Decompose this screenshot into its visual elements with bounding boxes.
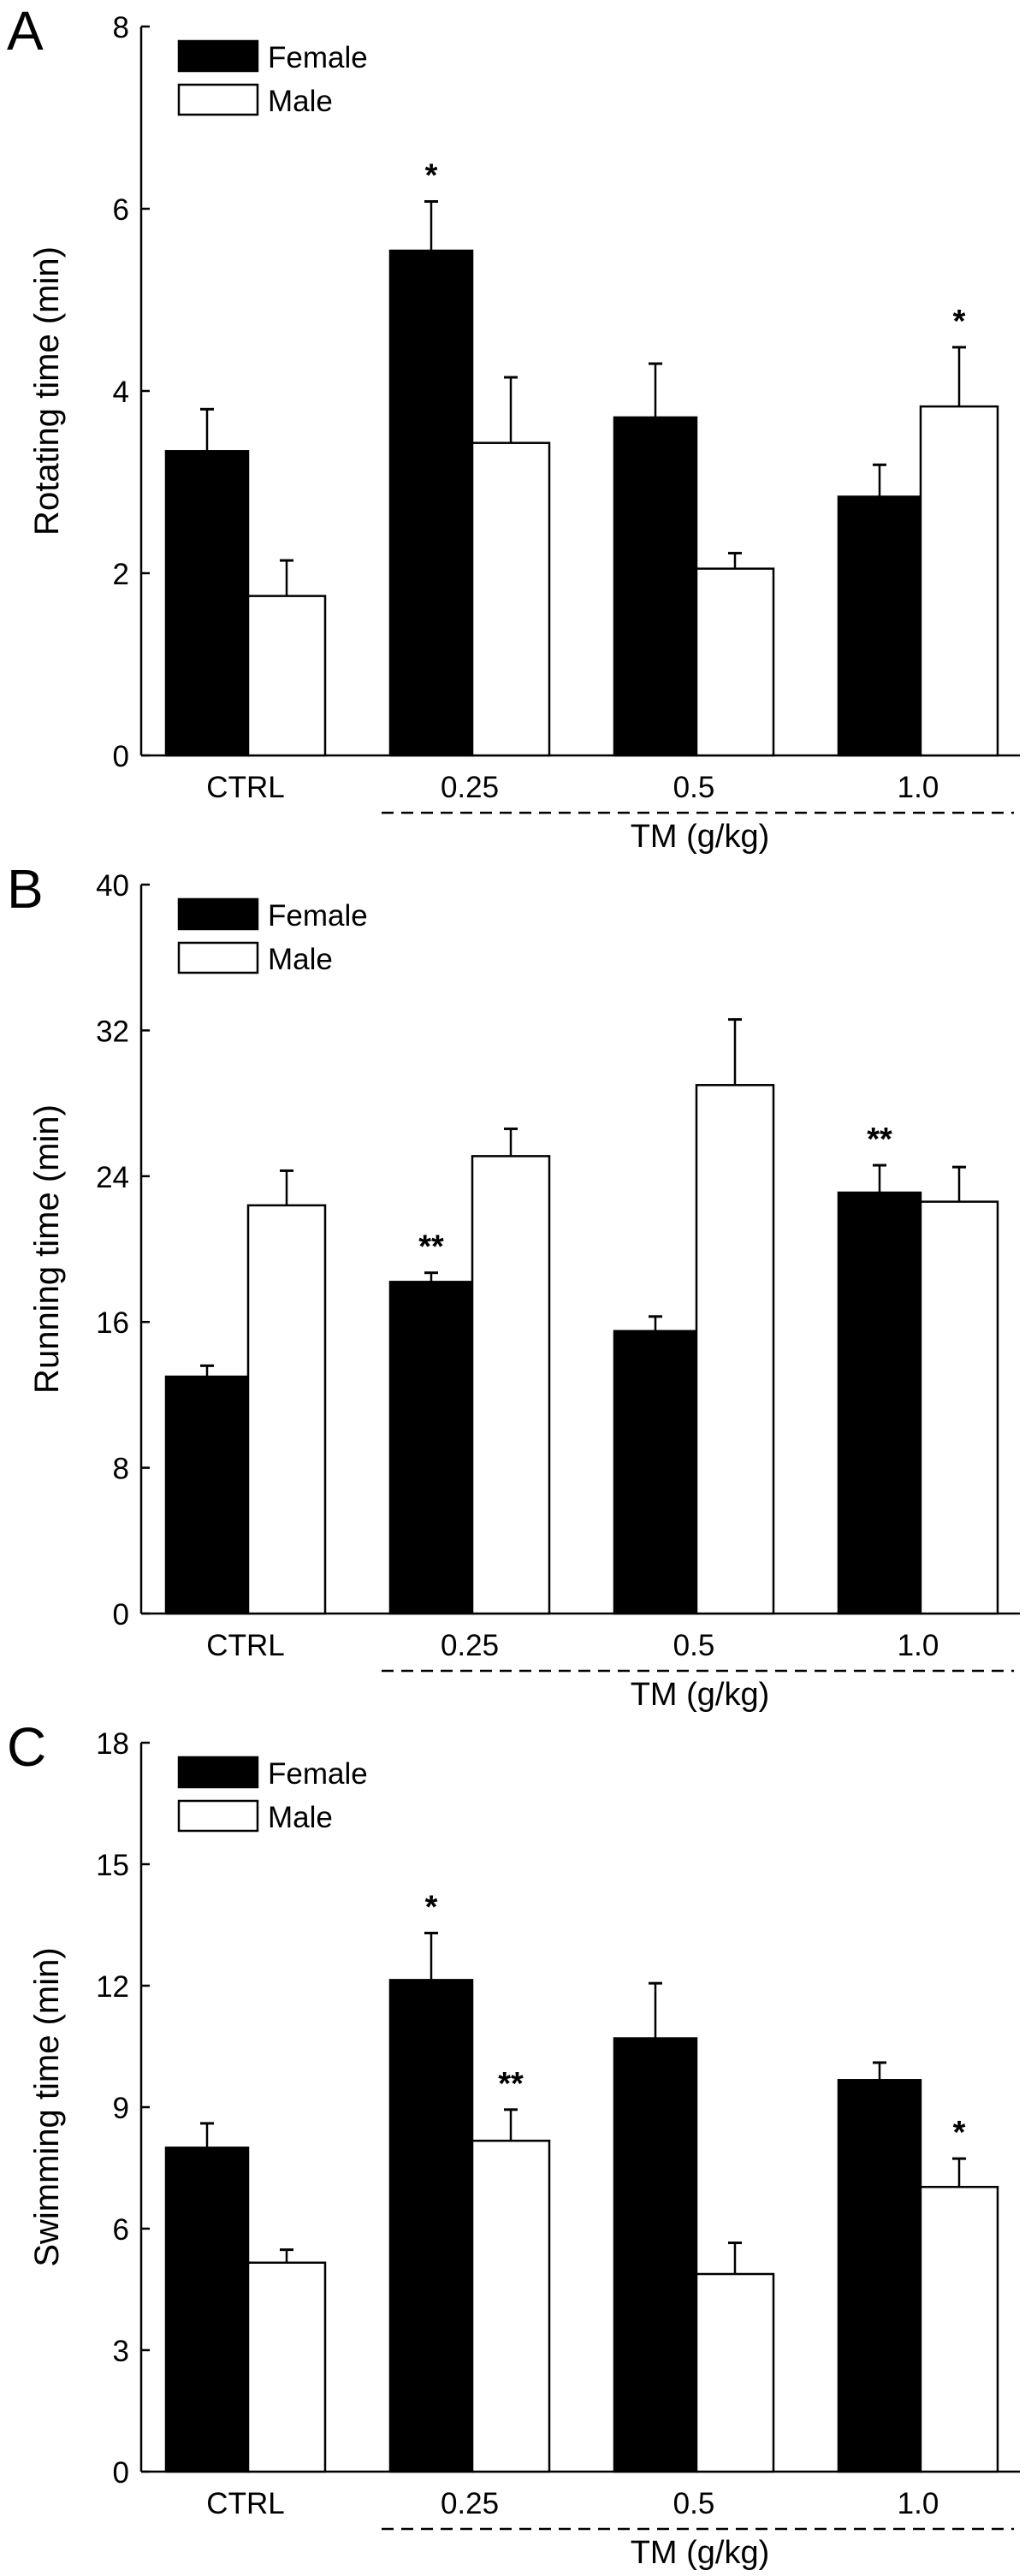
x-axis-label: TM (g/kg) bbox=[631, 2535, 770, 2571]
significance-mark: ** bbox=[498, 2066, 524, 2102]
legend-label-female: Female bbox=[268, 1757, 368, 1791]
y-axis-label: Rotating time (min) bbox=[28, 246, 66, 536]
significance-mark: * bbox=[953, 304, 966, 340]
bar-male-ctrl bbox=[246, 1204, 327, 1615]
x-axis-label: TM (g/kg) bbox=[631, 1677, 770, 1713]
y-tick-label: 16 bbox=[96, 1306, 129, 1340]
panel-label: A bbox=[7, 0, 44, 62]
panel-label: C bbox=[7, 1716, 46, 1778]
x-tick-label: 0.5 bbox=[673, 771, 715, 804]
y-tick-label: 8 bbox=[113, 1453, 129, 1486]
bar-male-1.0 bbox=[919, 2185, 999, 2473]
bar-female-1.0 bbox=[837, 495, 922, 757]
x-tick-label: CTRL bbox=[206, 2487, 284, 2520]
y-tick-label: 0 bbox=[113, 2456, 129, 2490]
bar-female-0.25 bbox=[388, 249, 474, 757]
x-tick-label: 0.5 bbox=[673, 2487, 715, 2520]
y-axis-label: Swimming time (min) bbox=[28, 1947, 66, 2266]
legend-swatch-male bbox=[177, 1799, 259, 1833]
x-tick-label: 1.0 bbox=[898, 771, 939, 804]
bar-female-0.25 bbox=[388, 1281, 474, 1615]
bar-female-ctrl bbox=[164, 2147, 250, 2473]
legend-swatch-female bbox=[177, 39, 259, 73]
bar-female-1.0 bbox=[837, 2079, 922, 2473]
y-tick-label: 18 bbox=[96, 1727, 129, 1761]
y-tick-label: 0 bbox=[113, 1598, 129, 1631]
y-axis-label: Running time (min) bbox=[28, 1104, 66, 1394]
bar-female-1.0 bbox=[837, 1191, 922, 1615]
bar-male-1.0 bbox=[919, 1200, 999, 1615]
y-tick-label: 32 bbox=[96, 1015, 129, 1048]
bar-male-1.0 bbox=[919, 405, 999, 757]
x-tick-label: 0.25 bbox=[441, 2487, 499, 2520]
chart-panel-a: A 0 2 4 6 8 Rotating time (min) CTRL * 0.25 0.5 * 1.… bbox=[7, 0, 1020, 855]
significance-mark: ** bbox=[867, 1122, 892, 1158]
y-tick-label: 2 bbox=[113, 558, 129, 591]
y-tick-label: 0 bbox=[113, 740, 129, 773]
bar-female-0.25 bbox=[388, 1979, 474, 2473]
bar-female-0.5 bbox=[613, 2037, 698, 2473]
y-tick-label: 8 bbox=[113, 11, 129, 44]
bar-male-0.25 bbox=[471, 441, 551, 757]
bar-female-0.5 bbox=[613, 1329, 698, 1615]
chart-panel-b: B 0 8 16 24 32 40 Running time (min) CTRL ** 0.25 0… bbox=[7, 858, 1020, 1713]
x-axis-label: TM (g/kg) bbox=[631, 819, 770, 855]
legend-swatch-female bbox=[177, 897, 259, 931]
bar-male-ctrl bbox=[246, 595, 327, 757]
bar-male-0.25 bbox=[471, 2140, 551, 2473]
legend-label-male: Male bbox=[268, 85, 333, 118]
panel-label: B bbox=[7, 858, 44, 920]
x-tick-label: 0.25 bbox=[441, 1629, 499, 1662]
x-tick-label: CTRL bbox=[206, 1629, 284, 1662]
y-tick-label: 12 bbox=[96, 1970, 129, 2004]
legend-label-male: Male bbox=[268, 1801, 333, 1834]
bar-female-ctrl bbox=[164, 450, 250, 757]
significance-mark: * bbox=[953, 2115, 966, 2151]
y-tick-label: 6 bbox=[113, 2213, 129, 2247]
legend-label-male: Male bbox=[268, 943, 333, 976]
x-tick-label: 1.0 bbox=[898, 1629, 939, 1662]
y-tick-label: 24 bbox=[96, 1161, 129, 1194]
bar-male-0.5 bbox=[695, 2272, 775, 2473]
legend-swatch-female bbox=[177, 1756, 259, 1789]
x-tick-label: 1.0 bbox=[898, 2487, 939, 2520]
bar-female-0.5 bbox=[613, 416, 698, 757]
significance-mark: ** bbox=[418, 1229, 444, 1265]
y-tick-label: 9 bbox=[113, 2092, 129, 2125]
legend-swatch-male bbox=[177, 941, 259, 974]
x-tick-label: 0.5 bbox=[673, 1629, 715, 1662]
y-tick-label: 4 bbox=[113, 376, 129, 409]
significance-mark: * bbox=[425, 1889, 438, 1925]
bar-male-0.25 bbox=[471, 1155, 551, 1615]
y-tick-label: 40 bbox=[96, 869, 129, 903]
x-tick-label: CTRL bbox=[206, 771, 284, 804]
legend-label-female: Female bbox=[268, 41, 368, 74]
legend-label-female: Female bbox=[268, 899, 368, 933]
bar-male-ctrl bbox=[246, 2261, 327, 2473]
x-tick-label: 0.25 bbox=[441, 771, 499, 804]
y-tick-label: 6 bbox=[113, 193, 129, 227]
bar-male-0.5 bbox=[695, 1084, 775, 1615]
bar-male-0.5 bbox=[695, 567, 775, 757]
significance-mark: * bbox=[425, 157, 438, 193]
bar-female-ctrl bbox=[164, 1375, 250, 1615]
y-tick-label: 3 bbox=[113, 2335, 129, 2368]
legend-swatch-male bbox=[177, 83, 259, 116]
y-tick-label: 15 bbox=[96, 1849, 129, 1882]
